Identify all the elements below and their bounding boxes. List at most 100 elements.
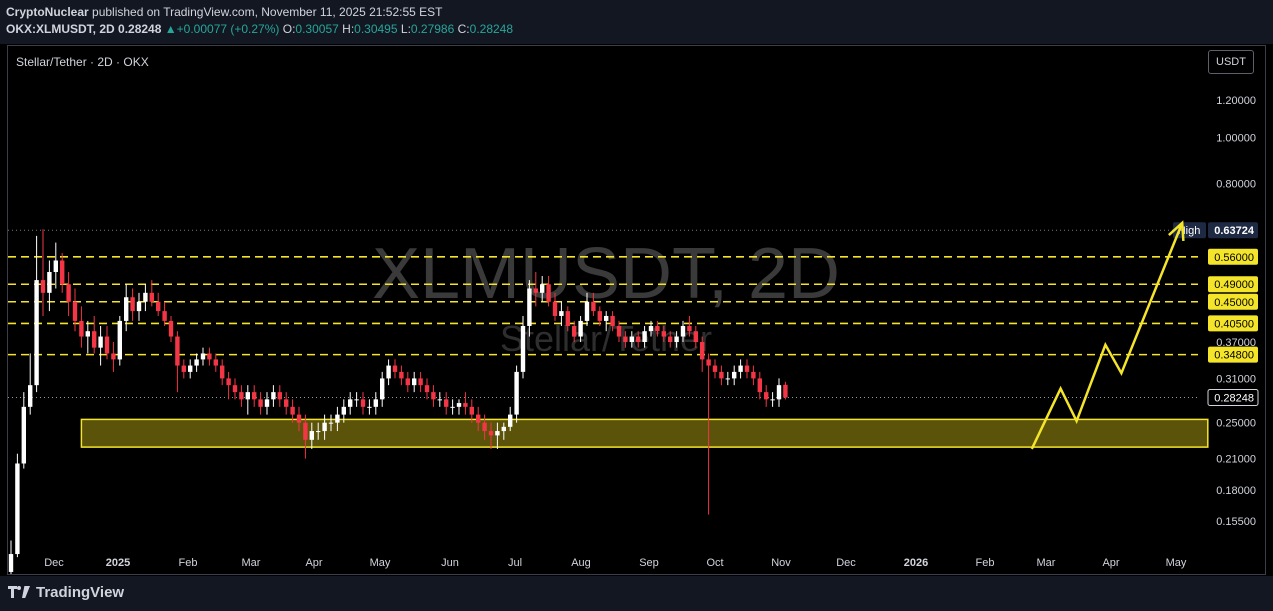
change-value: +0.00077 (+0.27%) (176, 22, 280, 36)
high-label: H: (342, 22, 355, 36)
candle-body (92, 331, 97, 348)
candle-body (687, 325, 692, 332)
candle-body (399, 371, 404, 379)
candle-body (40, 280, 46, 293)
low-label: L: (400, 22, 411, 36)
candle-body (373, 399, 378, 407)
candle-body (162, 311, 167, 321)
candle-body (226, 378, 231, 386)
candle-body (501, 426, 506, 432)
candle-body (47, 272, 52, 293)
y-tick-label: 0.18000 (1216, 485, 1256, 497)
candle-body (149, 292, 154, 302)
resistance-label-bg (1208, 346, 1258, 363)
candle-body (386, 365, 391, 379)
candle-body (655, 325, 660, 332)
candle-body (296, 414, 302, 423)
candle-body (34, 280, 39, 386)
candle-body (258, 399, 263, 407)
candle-body (130, 297, 135, 312)
x-tick-label: Feb (179, 557, 198, 569)
watermark-symbol: XLMUSDT, 2D (372, 234, 840, 314)
candle-body (629, 336, 634, 343)
low-value: 0.27986 (410, 22, 455, 36)
y-tick-label: 1.00000 (1216, 133, 1256, 145)
candle-body (309, 431, 314, 440)
candle-body (322, 422, 327, 432)
candle-body (124, 297, 129, 321)
author-link[interactable]: CryptoNuclear (6, 5, 89, 19)
candle-body (175, 336, 180, 366)
candle-body (232, 385, 238, 393)
candle-body (738, 365, 743, 372)
candle-body (418, 378, 423, 386)
candle-body (367, 406, 372, 408)
symbol-label[interactable]: OKX:XLMUSDT, 2D (6, 22, 115, 36)
resistance-label: 0.40500 (1214, 318, 1254, 330)
candle-body (284, 399, 289, 407)
candle-body (194, 359, 199, 366)
resistance-label: 0.34800 (1214, 350, 1254, 362)
candle-body (220, 365, 225, 379)
publish-info: CryptoNuclear published on TradingView.c… (6, 5, 442, 19)
candle-body (469, 406, 474, 415)
candle-body (783, 384, 788, 398)
candle-body (642, 331, 647, 343)
candle-body (303, 422, 308, 440)
candle-body (482, 422, 487, 432)
candle-body (604, 315, 609, 321)
candle-body (290, 406, 295, 415)
candle-body (706, 359, 711, 366)
close-value: 0.28248 (469, 22, 514, 36)
candle-body (597, 311, 602, 321)
candle-body (156, 301, 161, 312)
candle-body (136, 301, 142, 312)
candle-body (79, 320, 84, 337)
tradingview-logo[interactable]: TradingView (8, 584, 124, 601)
candle-body (181, 365, 186, 372)
x-tick-label: Apr (305, 557, 322, 569)
candle-body (751, 371, 756, 379)
candle-body (245, 392, 250, 400)
candle-body (264, 399, 270, 407)
candle-body (271, 392, 276, 400)
publish-header: CryptoNuclear published on TradingView.c… (0, 0, 1273, 44)
last-price: 0.28248 (118, 22, 162, 36)
candle-body (623, 336, 628, 343)
y-tick-label: 0.21000 (1216, 454, 1256, 466)
candle-body (693, 331, 698, 343)
close-label: C: (457, 22, 470, 36)
candle-body (636, 336, 641, 343)
candle-body (111, 353, 116, 360)
x-tick-label: Jul (508, 557, 522, 569)
resistance-label: 0.56000 (1214, 252, 1254, 264)
candle-body (552, 301, 558, 316)
candle-body (661, 331, 666, 337)
candle-body (437, 399, 442, 401)
candle-body (456, 403, 462, 407)
candle-body (316, 431, 321, 433)
candle-body (200, 353, 206, 360)
x-tick-label: 2025 (106, 557, 130, 569)
candle-body (53, 260, 58, 273)
y-tick-label: 0.25000 (1216, 418, 1256, 430)
candle-body (616, 325, 622, 337)
candle-body (143, 292, 148, 302)
projection-arrow-icon (1168, 220, 1185, 242)
candle-body (533, 288, 538, 293)
candle-body (700, 342, 705, 360)
x-tick-label: Nov (771, 557, 791, 569)
chart-area[interactable]: Stellar/Tether · 2D · OKX XLMUSDT, 2D Stel… (7, 45, 1266, 575)
candle-body (28, 385, 33, 407)
y-tick-label: 0.37000 (1216, 337, 1256, 349)
candle-body (412, 378, 417, 386)
resistance-label: 0.49000 (1214, 279, 1254, 291)
x-tick-label: Mar (242, 557, 261, 569)
candle-body (341, 406, 346, 415)
candle-body (21, 406, 26, 464)
candle-body (776, 385, 782, 400)
support-zone (80, 418, 1209, 448)
currency-button[interactable]: USDT (1208, 50, 1254, 74)
candle-body (540, 284, 545, 293)
